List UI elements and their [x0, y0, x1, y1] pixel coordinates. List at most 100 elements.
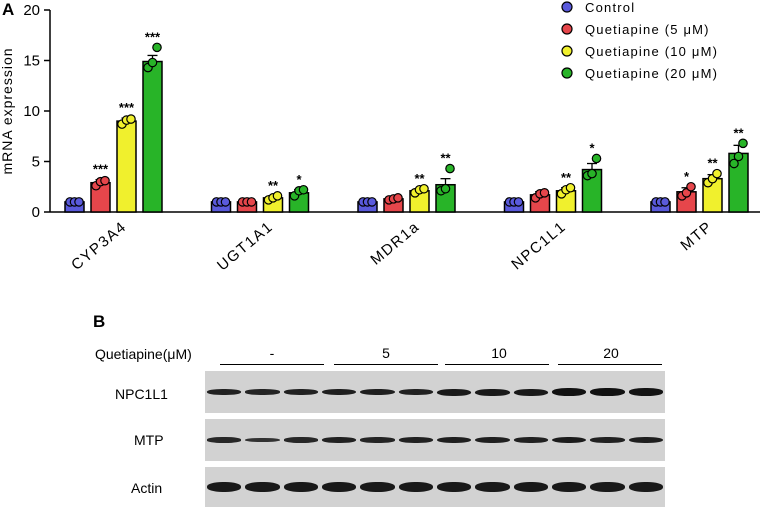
blot-band — [245, 389, 280, 395]
significance-label: ** — [414, 171, 425, 186]
legend-label: Quetiapine (10 μM) — [585, 44, 718, 59]
blot-band — [475, 482, 510, 492]
blot-band — [360, 388, 395, 396]
data-point — [298, 184, 309, 195]
blot-band — [513, 437, 548, 443]
significance-label: *** — [145, 29, 161, 44]
blot-band — [322, 437, 357, 443]
legend-label: Control — [585, 0, 635, 15]
blot-band — [398, 437, 433, 443]
blot-band — [322, 388, 357, 396]
blot-band — [475, 388, 510, 396]
legend-marker — [561, 23, 573, 35]
data-point — [419, 183, 429, 194]
significance-label: * — [589, 140, 595, 155]
data-point — [738, 138, 748, 149]
blot-band — [245, 482, 280, 492]
x-tick-label: CYP3A4 — [68, 218, 130, 274]
dose-line-1 — [334, 364, 438, 365]
data-point — [272, 191, 283, 201]
data-point — [712, 168, 722, 179]
blot-band — [245, 438, 280, 442]
significance-label: ** — [440, 151, 451, 166]
blot-band — [283, 482, 318, 492]
data-point — [126, 114, 136, 124]
data-point — [686, 181, 696, 192]
legend-label: Quetiapine (20 μM) — [585, 66, 718, 81]
significance-label: *** — [119, 100, 135, 115]
data-point — [246, 197, 257, 207]
blot-npc1l1 — [205, 371, 665, 413]
data-point — [152, 42, 162, 53]
data-point — [220, 197, 231, 207]
data-point — [587, 168, 597, 179]
blot-band — [398, 389, 433, 395]
significance-label: ** — [268, 178, 279, 193]
bar — [116, 120, 137, 213]
blot-band — [628, 388, 663, 396]
data-point — [74, 197, 84, 207]
panel-b-label: B — [93, 312, 106, 331]
conc-label-3: 20 — [603, 345, 619, 361]
data-point — [513, 197, 524, 207]
x-tick-label: MDR1a — [367, 218, 423, 269]
blot-actin — [205, 467, 665, 507]
legend-marker — [561, 45, 573, 57]
dose-line-2 — [445, 364, 549, 365]
data-point — [539, 188, 550, 198]
y-tick-label: 10 — [23, 103, 40, 120]
significance-label: ** — [733, 125, 744, 140]
blot-mtp — [205, 419, 665, 461]
significance-label: *** — [93, 162, 109, 177]
data-point — [147, 57, 158, 68]
blot-band — [283, 389, 318, 395]
conc-label-2: 10 — [491, 345, 507, 361]
blot-band — [437, 436, 472, 444]
data-point — [445, 163, 455, 174]
y-axis: 0 5 10 15 20 mRNA expression — [0, 2, 51, 221]
blot-band — [207, 437, 242, 443]
blot-band — [322, 482, 357, 492]
legend-marker — [561, 1, 573, 13]
blot-band — [360, 437, 395, 443]
y-tick-label: 15 — [23, 53, 40, 70]
conc-label-1: 5 — [382, 345, 390, 361]
blot-band — [513, 482, 548, 492]
blot-band — [552, 436, 587, 444]
legend-label: Quetiapine (5 μM) — [585, 22, 710, 37]
blot-band — [552, 482, 587, 492]
blot-label-actin: Actin — [131, 480, 163, 496]
blot-band — [437, 388, 472, 396]
blot-band — [513, 388, 548, 396]
dose-line-0 — [220, 364, 324, 365]
blot-band — [628, 436, 663, 444]
data-point — [100, 175, 110, 186]
legend-marker — [561, 67, 573, 79]
data-point — [660, 197, 670, 207]
significance-label: ** — [707, 156, 718, 171]
blot-band — [552, 387, 587, 397]
y-axis-label: mRNA expression — [0, 47, 15, 174]
data-point — [729, 158, 739, 169]
data-point — [733, 151, 744, 162]
blot-band — [398, 482, 433, 492]
blot-band — [437, 482, 472, 492]
data-point — [440, 183, 451, 194]
blot-label-mtp: MTP — [134, 432, 164, 448]
panel-a-label: A — [2, 0, 15, 19]
blot-band — [590, 387, 625, 397]
significance-label: ** — [561, 170, 572, 185]
data-point — [565, 182, 576, 193]
blot-label-npc1l1: NPC1L1 — [115, 386, 168, 402]
x-axis: CYP3A4 UGT1A1 MDR1a NPC1L1 MTP — [50, 211, 760, 274]
bar-chart: 0 5 10 15 20 mRNA expression CYP3A4 UGT1A1 MDR1… — [0, 0, 760, 274]
data-point — [591, 153, 602, 164]
x-tick-label: MTP — [677, 218, 716, 254]
conc-label-0: - — [269, 345, 275, 361]
blot-band — [360, 482, 395, 492]
x-tick-label: NPC1L1 — [508, 218, 569, 273]
blot-band — [628, 482, 663, 492]
bars: *********** * ************ — [64, 29, 749, 213]
blot-band — [475, 436, 510, 444]
y-tick-label: 0 — [32, 204, 40, 221]
